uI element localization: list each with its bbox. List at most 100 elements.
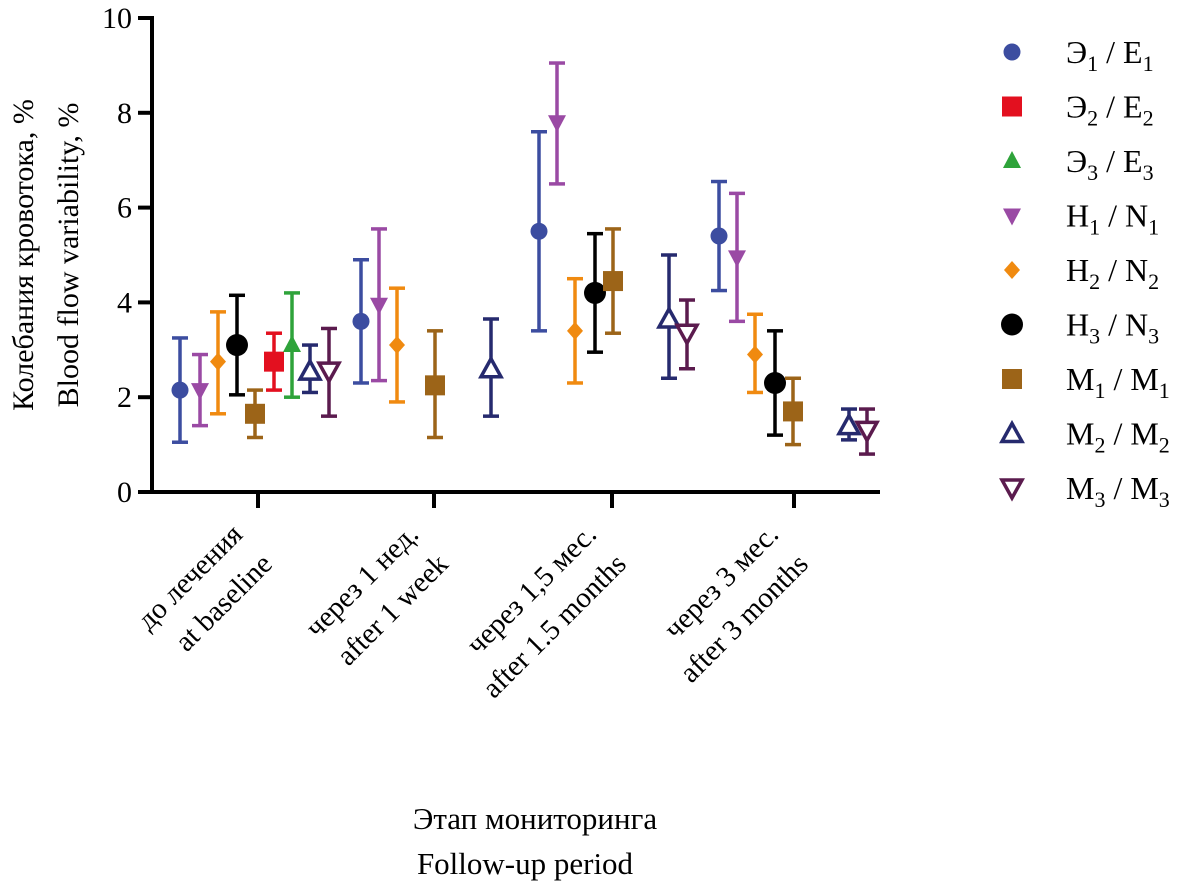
y-tick-label: 10 — [102, 2, 132, 35]
legend-item: М1 / М1 — [1002, 361, 1170, 403]
data-point — [226, 293, 248, 397]
data-point — [171, 336, 189, 444]
series-м2-м2 — [297, 253, 862, 442]
marker-circle — [530, 222, 548, 240]
data-point — [425, 329, 445, 440]
data-point — [191, 352, 209, 428]
marker-square — [603, 271, 623, 292]
marker-triangle-down — [191, 383, 209, 401]
y-tick-label: 2 — [117, 381, 132, 414]
legend-label: Э1 / E1 — [1066, 34, 1154, 76]
marker-triangle-up — [283, 335, 301, 353]
marker-circle — [710, 227, 728, 245]
data-point — [245, 388, 265, 440]
data-point — [603, 227, 623, 335]
data-point — [352, 257, 370, 385]
marker-triangle-up-open — [836, 412, 862, 436]
x-axis-title-line-1: Этап мониторинга — [413, 801, 657, 836]
marker-triangle-up-open — [478, 355, 504, 379]
data-point — [674, 298, 700, 371]
data-point — [283, 291, 301, 399]
marker-triangle-down-open — [854, 420, 880, 444]
series-э2-e2 — [264, 331, 284, 392]
data-point — [728, 191, 746, 324]
marker-triangle-down — [370, 297, 388, 315]
legend-item: Э1 / E1 — [1003, 34, 1154, 76]
legend-item: Н1 / N1 — [1003, 198, 1159, 240]
legend-label: Э2 / E2 — [1066, 89, 1154, 131]
series-н3-n3 — [226, 231, 786, 437]
marker-square — [1002, 96, 1022, 117]
legend-item: Э2 / E2 — [1002, 89, 1154, 131]
data-point — [854, 407, 880, 456]
data-point — [370, 227, 388, 383]
data-point — [478, 317, 504, 418]
marker-circle — [171, 381, 189, 399]
legend-label: Н3 / N3 — [1066, 307, 1159, 349]
y-axis-title-line-1: Колебания кровотока, % — [7, 99, 40, 411]
legend-label: М2 / М2 — [1066, 416, 1170, 458]
legend-item: Н2 / N2 — [1004, 252, 1159, 294]
series-н2-n2 — [210, 276, 763, 416]
marker-circle — [352, 312, 370, 330]
marker-circle — [584, 281, 606, 304]
legend-item: Н3 / N3 — [1001, 307, 1159, 349]
x-axis-title-line-2: Follow-up period — [417, 846, 634, 881]
legend-item: М3 / М3 — [999, 470, 1170, 512]
data-point — [836, 407, 862, 442]
marker-triangle-up — [1003, 151, 1021, 168]
marker-square — [783, 401, 803, 422]
plot-area — [171, 61, 880, 456]
data-point — [656, 253, 682, 380]
legend: Э1 / E1 Э2 / E2 Э3 / E3 Н1 / N1 Н2 / N2 Н3 / … — [999, 34, 1170, 512]
marker-diamond — [389, 336, 405, 355]
legend-item: Э3 / E3 — [1003, 143, 1154, 185]
marker-triangle-down-open — [316, 361, 342, 385]
series-н1-n1 — [191, 61, 746, 428]
data-point — [567, 276, 583, 385]
data-point — [389, 286, 405, 404]
marker-triangle-down — [548, 115, 566, 133]
data-point — [316, 326, 342, 418]
marker-triangle-up-open — [656, 305, 682, 329]
marker-square — [1002, 369, 1022, 389]
legend-label: Н1 / N1 — [1066, 198, 1159, 240]
marker-circle — [1003, 43, 1021, 61]
marker-circle — [226, 334, 248, 357]
data-point — [297, 343, 323, 395]
marker-diamond — [210, 352, 226, 371]
x-tick-label: через 1 нед.after 1 week — [299, 518, 455, 672]
legend-label: Н2 / N2 — [1066, 252, 1159, 294]
marker-circle — [1001, 313, 1023, 336]
data-point — [783, 376, 803, 447]
marker-square — [245, 403, 265, 424]
series-м1-м1 — [245, 227, 803, 447]
series-м3-м3 — [316, 298, 880, 456]
data-point — [747, 312, 763, 395]
marker-triangle-down — [728, 250, 746, 268]
x-axis-title: Этап мониторинга Follow-up period — [413, 801, 657, 881]
marker-triangle-down-open — [674, 323, 700, 347]
marker-triangle-down — [1003, 208, 1021, 226]
data-point — [530, 130, 548, 333]
series-э1-e1 — [171, 130, 728, 444]
y-axis-title: Колебания кровотока, % Blood flow variab… — [7, 99, 85, 411]
data-point — [210, 310, 226, 416]
marker-triangle-up-open — [999, 419, 1025, 444]
marker-square — [425, 375, 445, 396]
marker-triangle-down-open — [999, 478, 1025, 502]
series-э3-e3 — [283, 291, 301, 399]
y-tick-label: 6 — [117, 192, 132, 225]
marker-triangle-up-open — [297, 357, 323, 381]
x-tick-label: через 1,5 мес.after 1.5 months — [460, 518, 632, 704]
marker-diamond — [1004, 261, 1020, 279]
marker-square — [264, 351, 284, 372]
y-tick-label: 8 — [117, 97, 132, 130]
legend-label: М1 / М1 — [1066, 361, 1170, 403]
data-point — [584, 231, 606, 354]
y-tick-label: 0 — [117, 476, 132, 509]
data-point — [264, 331, 284, 392]
marker-circle — [764, 371, 786, 394]
